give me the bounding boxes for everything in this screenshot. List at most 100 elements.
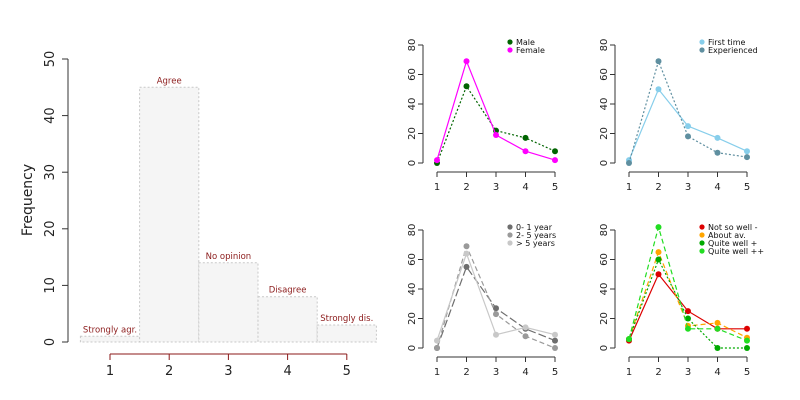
x-tick-label-1: 1 [434,367,440,378]
y-axis-title: Frequency [20,164,36,236]
data-point-s3-5 [744,345,750,351]
data-point-s2-2 [655,58,662,65]
legend-label-1: First time [708,38,746,47]
data-point-s3-5 [552,331,558,338]
x-tick-label-3: 3 [493,182,499,193]
frequency-bar-chart: Strongly agr. Agree No opinion Disagree Stro… [20,51,377,379]
x-tick-label-2: 2 [655,182,661,193]
y-tick-label-40: 40 [43,107,58,124]
legend-label-1: Male [516,38,535,47]
series-line-3 [436,251,556,341]
legend-marker-2 [699,47,705,53]
legend-label-2: 2- 5 years [516,231,556,240]
x-tick-label-4: 4 [283,364,291,379]
data-point-s2-3 [493,311,499,318]
x-tick-label-4: 4 [522,182,528,193]
x-tick-label-4: 4 [522,367,528,378]
data-point-s1-5 [744,325,750,332]
data-point-s3-2 [655,256,662,263]
data-point-s2-2 [463,243,470,250]
data-point-s4-5 [744,337,750,344]
data-point-s4-4 [714,325,721,332]
legend-marker-2 [507,47,513,53]
legend-marker-2 [699,232,705,238]
y-tick-label-20: 20 [599,127,610,140]
legend-marker-1 [507,224,513,230]
x-tick-label-4: 4 [714,182,720,193]
data-point-s2-2 [655,249,662,256]
y-tick-label-40: 40 [407,283,418,296]
bar-label-4: Disagree [269,286,307,296]
x-tick-label-1: 1 [626,182,632,193]
data-point-s1-5 [552,148,558,155]
legend: Not so well -About av.Quite well +Quite … [699,223,764,256]
y-tick-label-60: 60 [599,68,610,81]
series-line-1 [436,85,556,164]
data-point-s1-4 [714,134,721,141]
data-point-s1-2 [655,86,662,93]
series-line-3 [628,257,747,349]
x-tick-label-2: 2 [655,367,661,378]
series-line-2 [628,59,748,164]
bar-3 [198,262,259,343]
data-point-s1-5 [744,148,750,155]
y-tick-label-10: 10 [43,277,58,294]
data-point-s4-2 [655,224,662,231]
data-point-s1-2 [463,263,470,270]
x-tick-label-3: 3 [685,367,691,378]
x-tick-label-5: 5 [744,182,750,193]
y-tick-label-60: 60 [407,253,418,266]
data-point-s2-3 [493,132,499,138]
x-tick-label-5: 5 [744,367,750,378]
y-tick-label-80: 80 [599,224,610,237]
x-tick-label-5: 5 [552,182,558,193]
x-tick-label-1: 1 [106,364,114,379]
y-tick-label-0: 0 [599,345,610,351]
x-tick-label-2: 2 [463,182,469,193]
data-point-s3-3 [685,315,691,322]
y-tick-label-0: 0 [43,338,58,346]
legend-label-1: 0- 1 year [516,223,553,232]
data-point-s1-2 [655,271,662,278]
bar-label-1: Strongly agr. [83,325,137,335]
bar-1 [79,335,141,343]
x-tick-label-3: 3 [685,182,691,193]
bar-label-2: Agree [157,76,182,86]
legend-marker-4 [699,248,705,254]
data-point-s1-3 [685,123,691,130]
legend-marker-1 [699,39,705,45]
y-tick-label-0: 0 [599,160,610,166]
data-point-s2-1 [434,157,440,164]
y-tick-label-60: 60 [599,253,610,266]
data-point-s1-5 [552,337,558,344]
bar-5 [316,324,377,343]
data-point-s2-5 [552,157,558,164]
data-point-s2-5 [744,154,750,161]
y-tick-label-30: 30 [43,164,58,181]
data-point-s2-4 [522,333,529,340]
legend-label-1: Not so well - [708,223,758,232]
x-tick-label-1: 1 [626,367,632,378]
x-tick-label-3: 3 [224,364,232,379]
y-tick-label-20: 20 [599,312,610,325]
y-tick-label-40: 40 [599,98,610,111]
data-point-s1-4 [522,134,529,141]
series-line-2 [436,59,556,161]
legend-label-2: Female [516,46,545,55]
data-point-s2-3 [685,133,691,140]
data-point-s3-4 [714,345,721,351]
legend-marker-3 [699,240,705,246]
data-point-s3-4 [522,324,529,331]
legend-label-2: Experienced [708,46,758,55]
data-point-s2-5 [552,345,558,351]
data-point-s2-4 [714,319,721,326]
y-tick-label-80: 80 [407,224,418,237]
y-tick-label-40: 40 [599,283,610,296]
y-tick-label-80: 80 [407,39,418,52]
legend-marker-1 [507,39,513,45]
data-point-s2-4 [714,149,721,156]
